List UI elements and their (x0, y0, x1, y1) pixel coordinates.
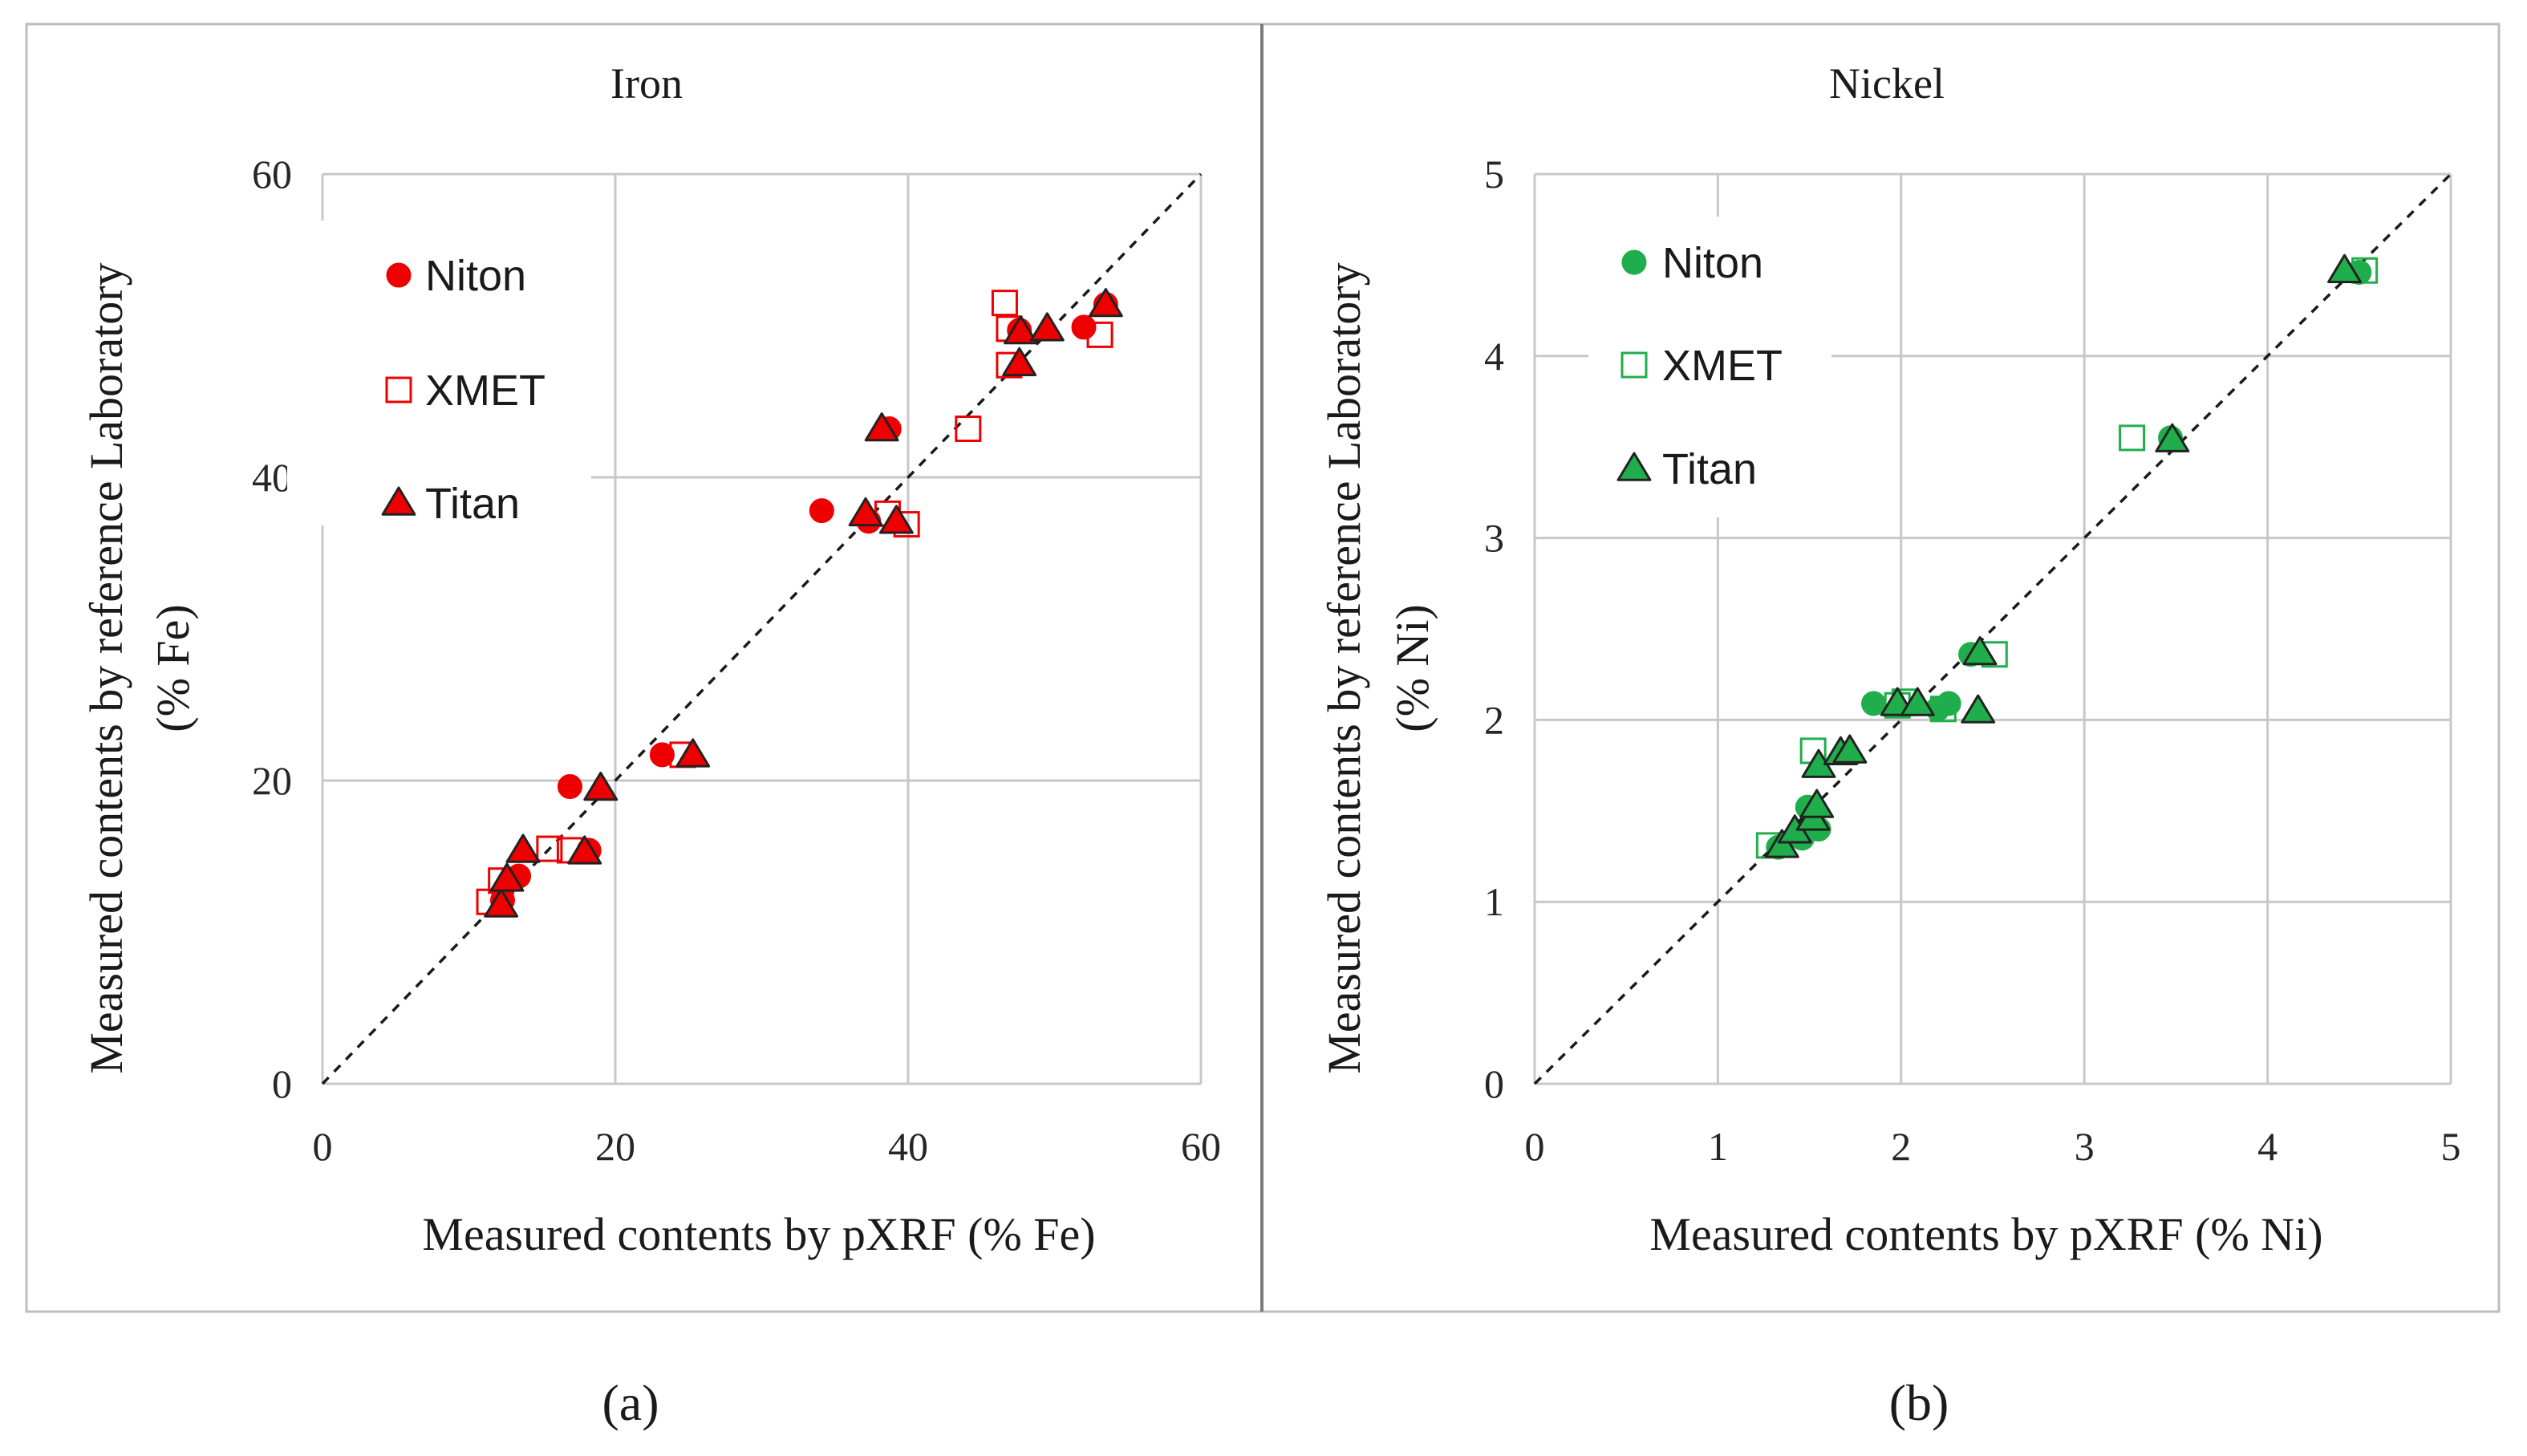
iron-niton-point (809, 498, 834, 524)
iron-series-titan (484, 288, 1123, 918)
iron-titan-point (484, 888, 519, 918)
iron-titan-point (1088, 288, 1123, 318)
iron-xmet-point (536, 835, 563, 862)
nickel-y-tick-label: 1 (1484, 879, 1504, 924)
iron-titan-point (848, 497, 883, 527)
iron-legend-marker-titan (381, 486, 416, 516)
iron-legend-label-niton: Niton (425, 252, 526, 300)
nickel-x-tick-label: 5 (2441, 1124, 2461, 1169)
panel-label-b: (b) (1889, 1374, 1949, 1431)
nickel-one-to-one-line (1533, 172, 2452, 1085)
nickel-x-tick-label: 0 (1525, 1124, 1545, 1169)
nickel-x-tick-label: 1 (1708, 1124, 1728, 1169)
iron-y-tick-label: 40 (252, 455, 292, 500)
nickel-y-tick-label: 0 (1484, 1061, 1504, 1106)
nickel-y-tick-label: 3 (1484, 516, 1504, 561)
nickel-titan-point (1764, 829, 1799, 858)
panel-label-b-text: (b) (1889, 1374, 1949, 1431)
nickel-y-axis-label-line2: (% Ni) (1386, 604, 1438, 732)
iron-one-to-one-line (321, 172, 1203, 1085)
iron-titan-point (1029, 312, 1065, 342)
iron-titan-point (583, 771, 619, 801)
iron-legend-item-niton: Niton (386, 252, 526, 300)
nickel-titan-point (1799, 789, 1835, 818)
nickel-x-tick-label: 4 (2257, 1124, 2278, 1169)
iron-y-axis-label-line1: Measured contents by reference Laborator… (80, 262, 132, 1073)
iron-titan-point (864, 412, 899, 442)
iron-titan-point (878, 505, 914, 534)
iron-titan-point (489, 862, 525, 892)
nickel-titan-point (1961, 694, 1996, 724)
nickel-titan-point (1832, 734, 1868, 764)
nickel-y-tick-label: 2 (1484, 697, 1504, 742)
nickel-titan-point (1962, 635, 1998, 666)
iron-titan-point (567, 835, 602, 865)
nickel-legend-item-niton: Niton (1621, 239, 1763, 287)
iron-y-tick-label: 20 (252, 758, 292, 803)
nickel-legend-marker-xmet (1620, 351, 1648, 379)
iron-niton-point (1071, 314, 1097, 340)
iron-legend-label-titan: Titan (425, 480, 520, 528)
iron-titan-point (1002, 347, 1037, 376)
iron-xmet-point (991, 290, 1018, 317)
nickel-xmet-point (2119, 424, 2146, 452)
iron-x-tick-label: 20 (595, 1124, 635, 1169)
nickel-series-titan (1764, 253, 2362, 858)
nickel-y-tick-label: 5 (1484, 152, 1504, 197)
iron-y-tick-label: 60 (252, 152, 292, 197)
nickel-x-tick-label: 2 (1891, 1124, 1911, 1169)
nickel-titan-point (2155, 423, 2190, 452)
nickel-chart-title: Nickel (1829, 59, 1945, 107)
panel-label-a: (a) (602, 1374, 659, 1431)
iron-titan-point (1004, 315, 1038, 345)
nickel-legend-marker-niton (1621, 249, 1647, 275)
iron-titan-point (505, 833, 541, 863)
nickel-niton-point (1936, 691, 1961, 716)
iron-legend-item-titan: Titan (381, 480, 520, 528)
iron-y-tick-label: 0 (272, 1061, 292, 1106)
nickel-legend-item-titan: Titan (1616, 445, 1757, 493)
nickel-niton-point (1861, 691, 1887, 716)
iron-x-axis-label: Measured contents by pXRF (% Fe) (422, 1208, 1095, 1260)
iron-legend-background (287, 221, 591, 525)
iron-x-tick-label: 60 (1181, 1124, 1221, 1169)
nickel-y-axis-label-line1: Measured contents by reference Laborator… (1318, 262, 1370, 1073)
nickel-titan-point (2327, 253, 2362, 283)
iron-xmet-point (955, 416, 982, 443)
nickel-titan-point (1900, 687, 1935, 716)
panel-label-a-text: (a) (602, 1374, 659, 1431)
nickel-y-tick-label: 4 (1484, 334, 1504, 379)
iron-legend-marker-xmet (385, 376, 412, 404)
iron-niton-point (649, 742, 675, 768)
iron-chart-title: Iron (610, 59, 683, 107)
iron-x-tick-label: 40 (888, 1124, 928, 1169)
nickel-legend-label-niton: Niton (1662, 239, 1763, 287)
iron-y-axis-label-line2: (% Fe) (147, 604, 199, 732)
nickel-legend-label-xmet: XMET (1662, 342, 1783, 390)
iron-legend-marker-niton (386, 262, 412, 288)
nickel-x-axis-label: Measured contents by pXRF (% Ni) (1649, 1208, 2322, 1260)
nickel-legend-item-xmet: XMET (1620, 342, 1783, 390)
iron-x-tick-label: 0 (313, 1124, 333, 1169)
nickel-legend-label-titan: Titan (1662, 445, 1757, 493)
nickel-chart: Nickel Measured contents by reference La… (1318, 59, 2461, 1260)
iron-titan-point (675, 738, 711, 768)
iron-legend-item-xmet: XMET (385, 367, 546, 415)
iron-niton-point (557, 774, 582, 800)
iron-legend-label-xmet: XMET (425, 367, 546, 415)
nickel-legend-marker-titan (1616, 452, 1652, 481)
iron-chart: Iron Measured contents by reference Labo… (80, 59, 1221, 1260)
nickel-x-tick-label: 3 (2075, 1124, 2095, 1169)
